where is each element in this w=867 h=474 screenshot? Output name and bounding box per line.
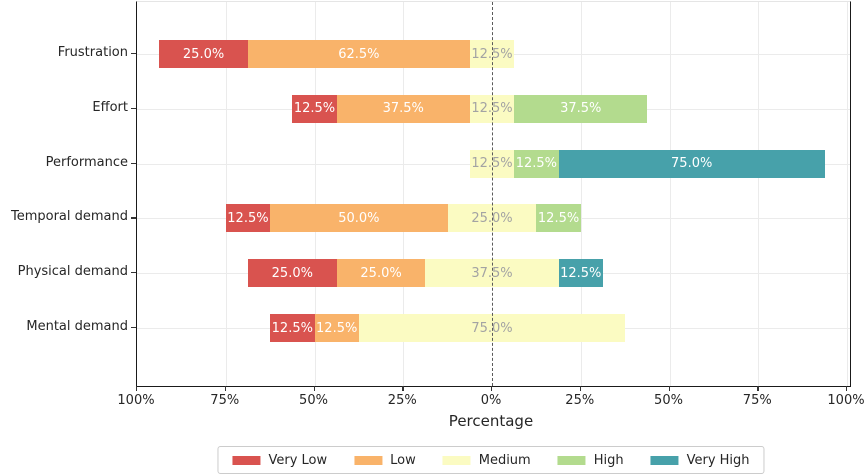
legend-label: High [593,452,624,468]
legend-item: Low [354,454,416,467]
bar-segment: 12.5% [292,94,337,123]
bar-segment: 12.5% [314,314,359,342]
x-tick-mark [579,386,582,391]
bar-segment-label: 50.0% [338,210,380,226]
y-tick-label: Performance [45,154,128,170]
y-tick-mark [131,53,136,55]
bar-segment: 25.0% [159,40,248,68]
legend-item: Medium [442,452,531,468]
bar-segment: 12.5% [225,204,271,233]
x-tick-label: 50% [654,393,683,408]
bar-segment-label: 25.0% [271,265,313,281]
legend-swatch [650,455,679,465]
y-tick-label: Effort [92,99,128,115]
vertical-gridline [847,2,848,386]
zero-axis-dashed-line [492,2,493,386]
bar-segment-label: 37.5% [560,101,602,117]
bar-segment-label: 12.5% [271,320,313,336]
vertical-gridline [403,2,405,386]
bar-segment: 12.5% [514,149,559,178]
vertical-gridline [580,2,582,386]
bar-segment: 37.5% [514,94,648,123]
legend-item: High [557,452,624,468]
bar-segment-label: 25.0% [360,265,402,281]
x-tick-mark [668,386,670,391]
bar-segment: 75.0% [558,149,825,178]
bar-segment-label: 62.5% [338,46,380,62]
y-tick-mark [131,107,136,110]
legend-swatch [442,455,471,465]
vertical-gridline [314,2,316,386]
bar-segment-label: 12.5% [316,320,358,336]
x-tick-label: 75% [742,393,772,408]
bar-segment: 25.0% [336,259,426,288]
x-tick-mark [402,386,404,391]
vertical-gridline [669,2,671,386]
bar-segment-label: 12.5% [537,210,580,226]
bar-segment-label: 12.5% [515,156,558,172]
y-tick-label: Physical demand [17,264,128,280]
bar-segment: 12.5% [558,259,603,288]
legend-swatch [232,455,261,465]
x-tick-label: 75% [210,393,240,408]
y-tick-mark [131,217,136,219]
bar-segment: 12.5% [536,204,581,233]
bar-segment-label: 12.5% [560,265,602,281]
bar-segment: 37.5% [336,94,470,123]
y-tick-label: Mental demand [26,319,128,334]
y-tick-mark [131,162,136,164]
legend-swatch [354,455,383,465]
bar-segment: 25.0% [247,259,337,288]
x-tick-mark [757,386,759,391]
legend: Very Low Low Medium High Very High [217,446,765,474]
legend-label: Very High [686,452,750,468]
y-tick-mark [131,272,136,274]
x-tick-mark [491,386,493,391]
bar-segment-label: 75.0% [671,156,713,172]
vertical-gridline [225,2,227,386]
x-tick-label: 25% [565,393,595,408]
bar-segment: 62.5% [247,40,470,68]
legend-label: Low [390,452,416,468]
bar-segment: 12.5% [270,314,315,342]
bar-segment-label: 25.0% [182,46,225,62]
legend-item: Very Low [232,454,327,467]
x-tick-mark [136,386,138,391]
y-tick-mark [131,327,136,329]
bar-segment-label: 12.5% [227,210,269,226]
legend-label: Very Low [268,452,328,468]
x-tick-mark [224,386,227,391]
bar-segment-label: 37.5% [382,101,424,117]
vertical-gridline [758,2,760,386]
y-tick-label: Temporal demand [10,209,128,225]
x-axis-title: Percentage [448,412,534,430]
y-tick-label: Frustration [57,45,128,60]
x-tick-label: 50% [299,393,328,408]
bar-segment: 50.0% [270,204,448,233]
legend-swatch [557,455,586,465]
plot-area: 25.0% 62.5% 12.5% 12.5% 37.5% 12.5% 37.5% 12.5%… [136,1,851,387]
x-tick-mark [313,386,315,391]
legend-item: Very High [650,452,750,468]
x-tick-label: 100% [117,393,155,408]
bar-segment-label: 12.5% [293,101,336,117]
x-tick-label: 0% [480,393,502,408]
legend-label: Medium [478,452,531,468]
x-tick-mark [846,386,848,391]
x-tick-label: 25% [387,393,417,408]
x-tick-label: 100% [827,393,865,408]
